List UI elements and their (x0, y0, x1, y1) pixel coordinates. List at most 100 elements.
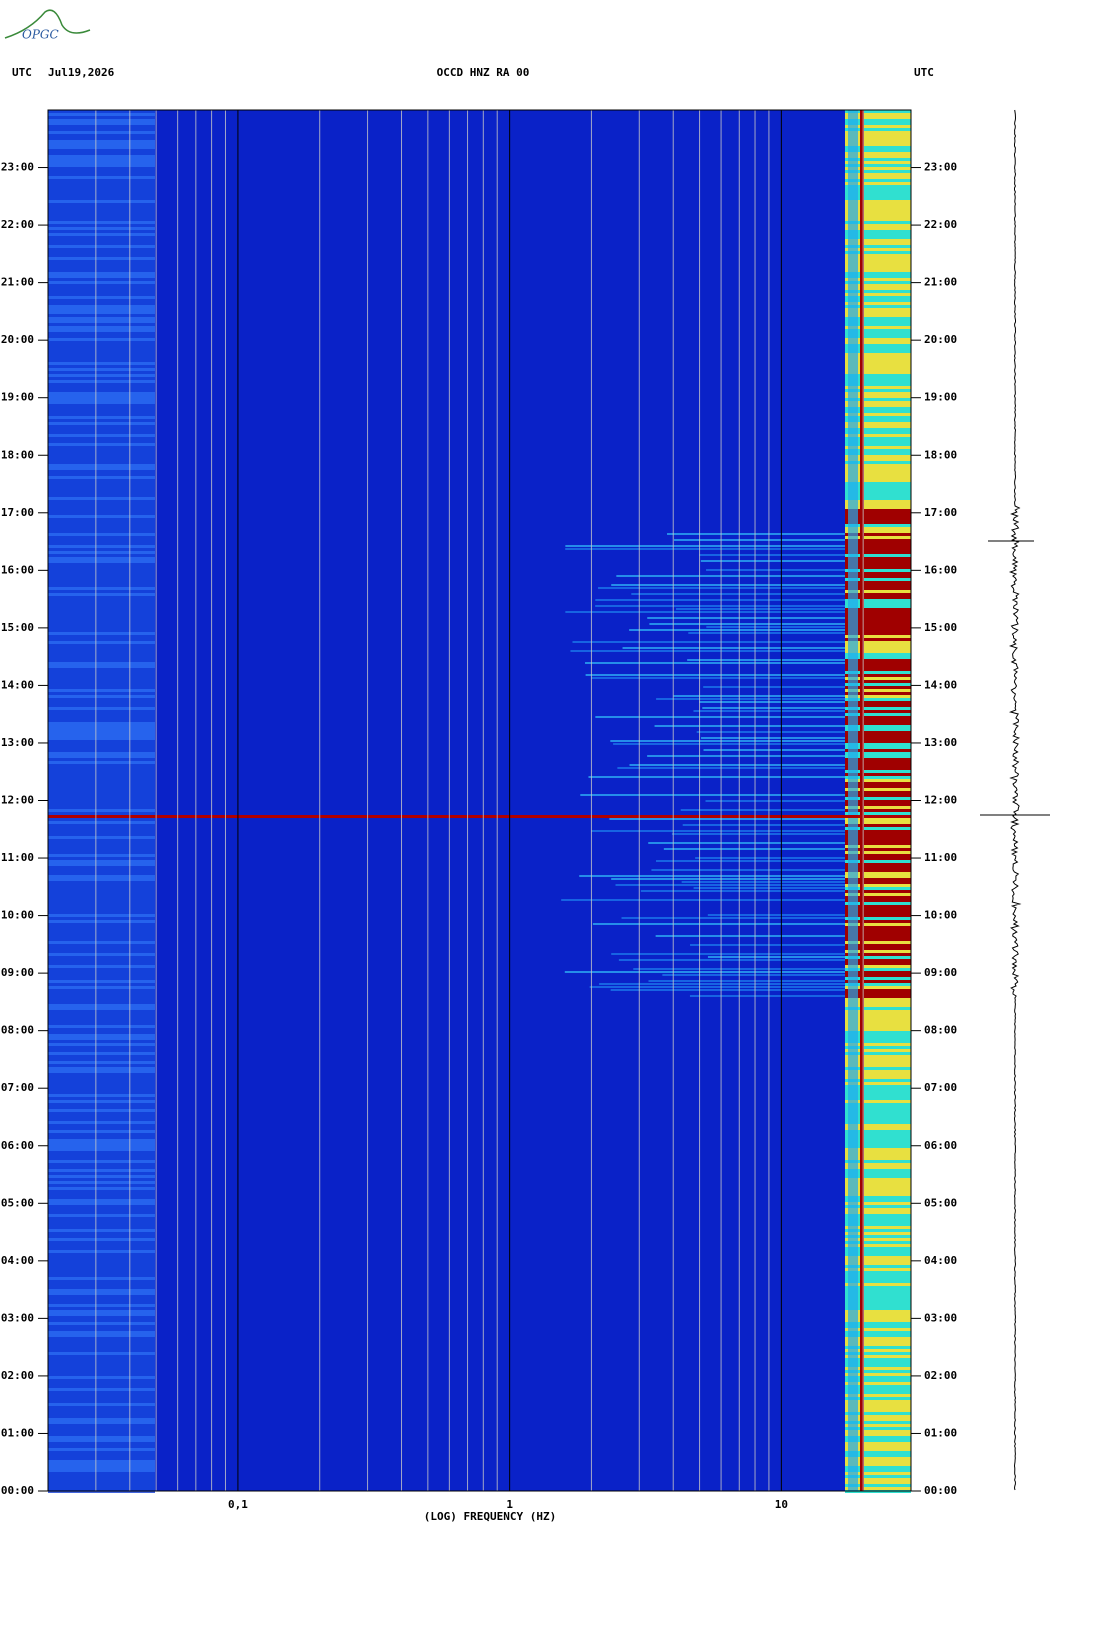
event-streak (591, 830, 845, 832)
streak (48, 1400, 155, 1403)
hf-band (845, 1106, 911, 1109)
streak (48, 1478, 155, 1481)
streak (48, 1172, 155, 1175)
hf-band (845, 728, 911, 731)
hf-band (845, 131, 911, 134)
hf-band (845, 323, 911, 326)
streak (48, 116, 155, 119)
hf-band (845, 968, 911, 971)
hf-band (845, 983, 911, 986)
y-tick-label-left: 03:00 (1, 1311, 34, 1324)
hf-band (845, 1427, 911, 1430)
streak (48, 158, 155, 161)
y-tick-label-right: 04:00 (924, 1254, 957, 1267)
streak (48, 785, 155, 788)
streak (48, 551, 155, 554)
hf-band (845, 518, 911, 521)
event-streak (615, 884, 845, 886)
streak (48, 656, 155, 659)
hf-band (845, 992, 911, 995)
hf-band (845, 731, 911, 734)
streak (48, 1133, 155, 1136)
streak (48, 518, 155, 521)
streak (48, 1487, 155, 1490)
event-streak (651, 869, 845, 871)
hf-band (845, 413, 911, 416)
hf-band (845, 1430, 911, 1433)
hf-band (845, 911, 911, 914)
y-tick-label-left: 23:00 (1, 161, 34, 174)
streak (48, 137, 155, 140)
hf-band (845, 1478, 911, 1481)
streak (48, 764, 155, 767)
streak (48, 1475, 155, 1478)
streak (48, 1037, 155, 1040)
hf-band (845, 863, 911, 866)
hf-band (845, 806, 911, 809)
hf-band (845, 326, 911, 329)
hf-band (845, 254, 911, 257)
hf-band (845, 836, 911, 839)
streak (48, 587, 155, 590)
streak (48, 383, 155, 386)
streak (48, 1082, 155, 1085)
hf-band (845, 137, 911, 140)
event-streak (695, 857, 845, 859)
hf-band (845, 884, 911, 887)
hf-band (845, 791, 911, 794)
streak (48, 434, 155, 437)
streak (48, 512, 155, 515)
streak (48, 914, 155, 917)
hf-band (845, 1466, 911, 1469)
streak (48, 1202, 155, 1205)
hf-band (845, 1148, 911, 1151)
y-tick-label-right: 17:00 (924, 506, 957, 519)
hf-band (845, 647, 911, 650)
streak (48, 1268, 155, 1271)
streak (48, 644, 155, 647)
streak (48, 1184, 155, 1187)
streak (48, 155, 155, 158)
hf-band (845, 764, 911, 767)
streak (48, 620, 155, 623)
hf-band (845, 173, 911, 176)
streak (48, 1352, 155, 1355)
hf-band (845, 932, 911, 935)
streak (48, 1136, 155, 1139)
streak (48, 806, 155, 809)
streak (48, 683, 155, 686)
hf-band (845, 470, 911, 473)
hf-band (845, 1010, 911, 1013)
hf-band (845, 1358, 911, 1361)
streak (48, 437, 155, 440)
hf-band (845, 587, 911, 590)
streak (48, 965, 155, 968)
streak (48, 971, 155, 974)
streak (48, 920, 155, 923)
event-streak (580, 794, 845, 796)
hf-band (845, 995, 911, 998)
streak (48, 1211, 155, 1214)
streak (48, 485, 155, 488)
streak (48, 1316, 155, 1319)
event-streak (611, 953, 845, 955)
hf-band (845, 527, 911, 530)
streak (48, 1022, 155, 1025)
hf-band (845, 1244, 911, 1247)
y-tick-label-right: 07:00 (924, 1081, 957, 1094)
streak (48, 203, 155, 206)
hf-band (845, 1286, 911, 1289)
hf-band (845, 920, 911, 923)
streak (48, 131, 155, 134)
streak (48, 125, 155, 128)
hf-band (845, 533, 911, 536)
hf-band (845, 692, 911, 695)
streak (48, 1151, 155, 1154)
hf-band (845, 1190, 911, 1193)
hf-band (845, 998, 911, 1001)
streak (48, 380, 155, 383)
hf-band (845, 1319, 911, 1322)
streak (48, 968, 155, 971)
streak (48, 1199, 155, 1202)
streak (48, 1091, 155, 1094)
